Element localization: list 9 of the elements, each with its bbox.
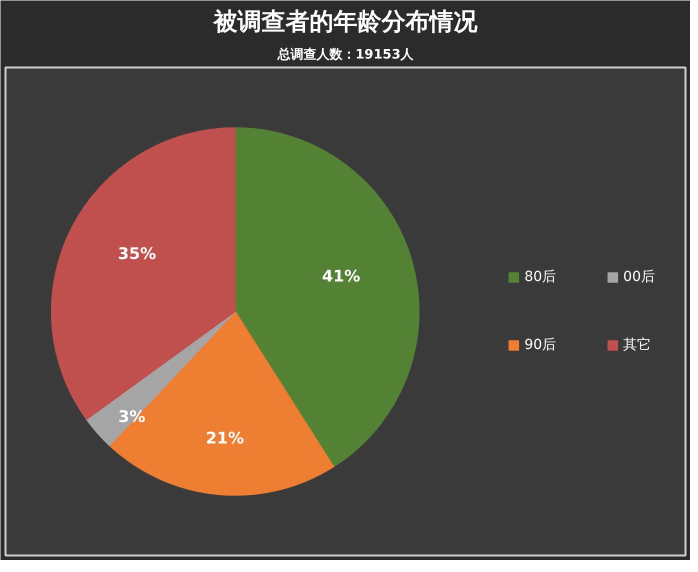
chart-subtitle: 总调查人数：19153人 (276, 46, 415, 62)
data-label: 41% (322, 266, 360, 286)
legend-label: 80后 (524, 268, 556, 286)
chart-title: 被调查者的年龄分布情况 (212, 8, 478, 36)
legend-label: 90后 (524, 336, 556, 354)
data-label: 35% (118, 244, 156, 264)
legend-label: 00后 (623, 268, 655, 286)
data-label: 21% (206, 428, 244, 448)
legend-label: 其它 (623, 336, 652, 354)
